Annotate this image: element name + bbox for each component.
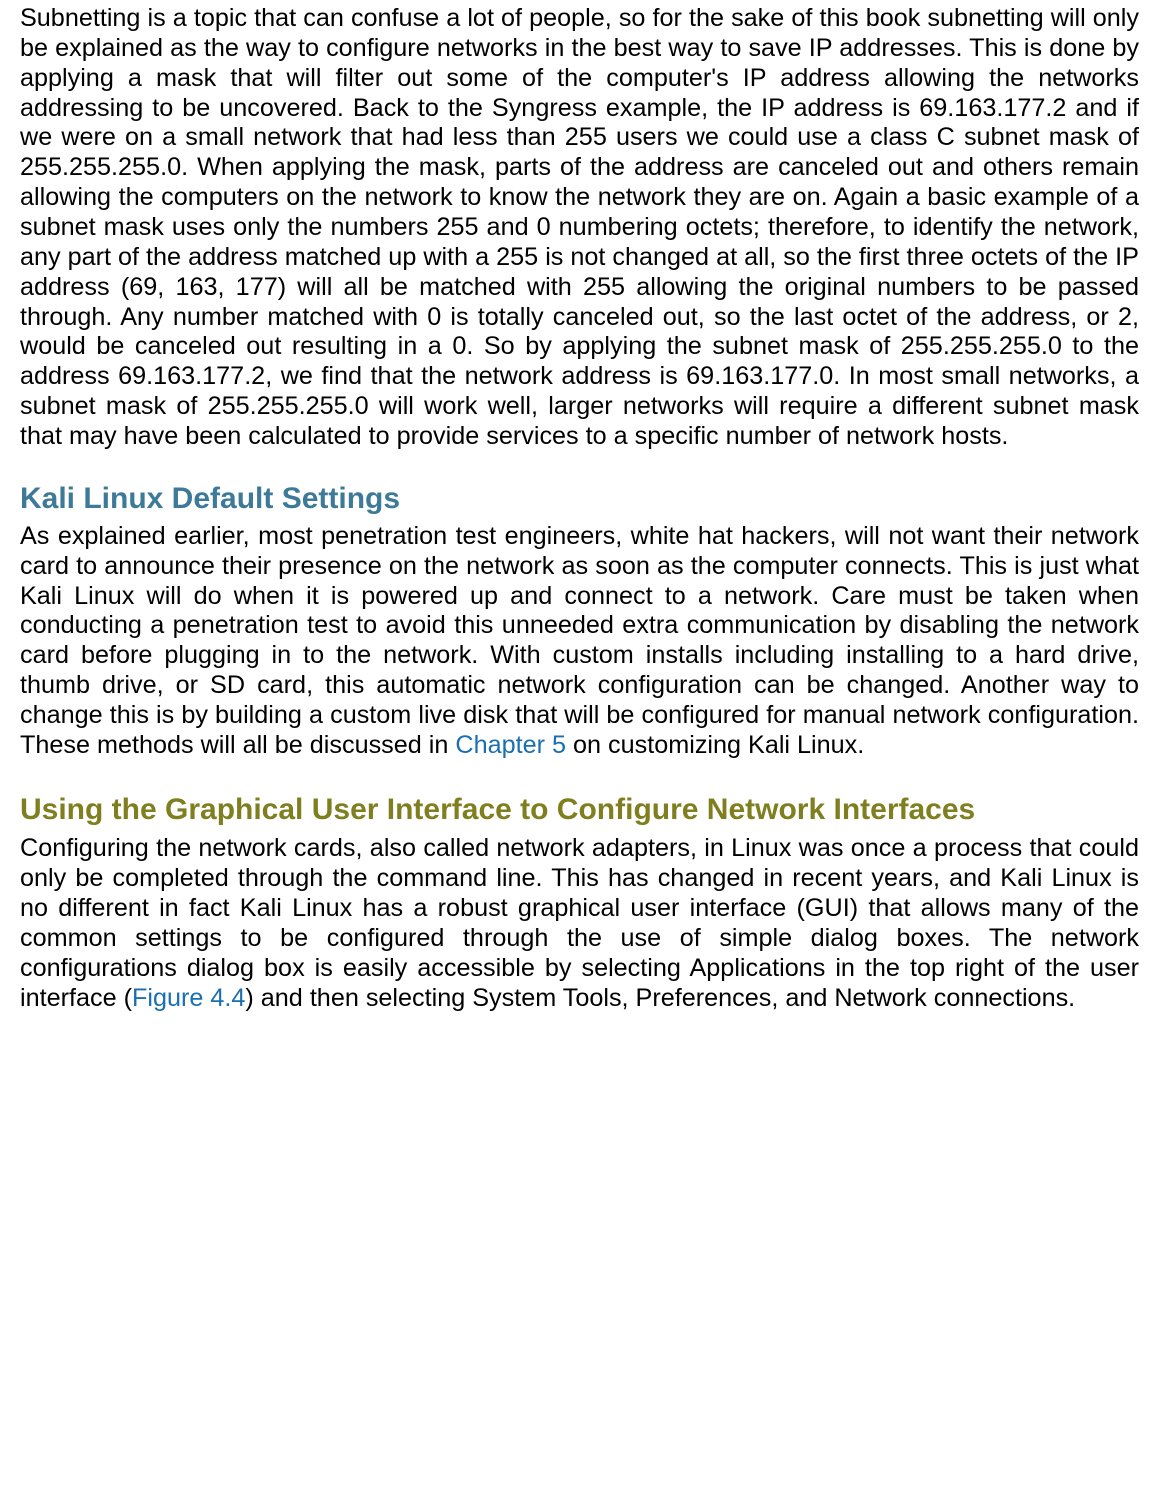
- link-chapter-5[interactable]: Chapter 5: [455, 731, 566, 759]
- paragraph-kali-default: As explained earlier, most penetration t…: [20, 522, 1139, 761]
- p2-text-post: on customizing Kali Linux.: [566, 731, 864, 759]
- paragraph-gui-configure: Configuring the network cards, also call…: [20, 834, 1139, 1013]
- heading-kali-default-settings: Kali Linux Default Settings: [20, 482, 1139, 516]
- p3-text-post: ) and then selecting System Tools, Prefe…: [245, 984, 1075, 1012]
- link-figure-4-4[interactable]: Figure 4.4: [132, 984, 245, 1012]
- document-page: Subnetting is a topic that can confuse a…: [0, 0, 1159, 1500]
- heading-gui-configure-network: Using the Graphical User Interface to Co…: [20, 791, 1139, 829]
- p2-text-pre: As explained earlier, most penetration t…: [20, 522, 1139, 759]
- paragraph-subnetting: Subnetting is a topic that can confuse a…: [20, 4, 1139, 452]
